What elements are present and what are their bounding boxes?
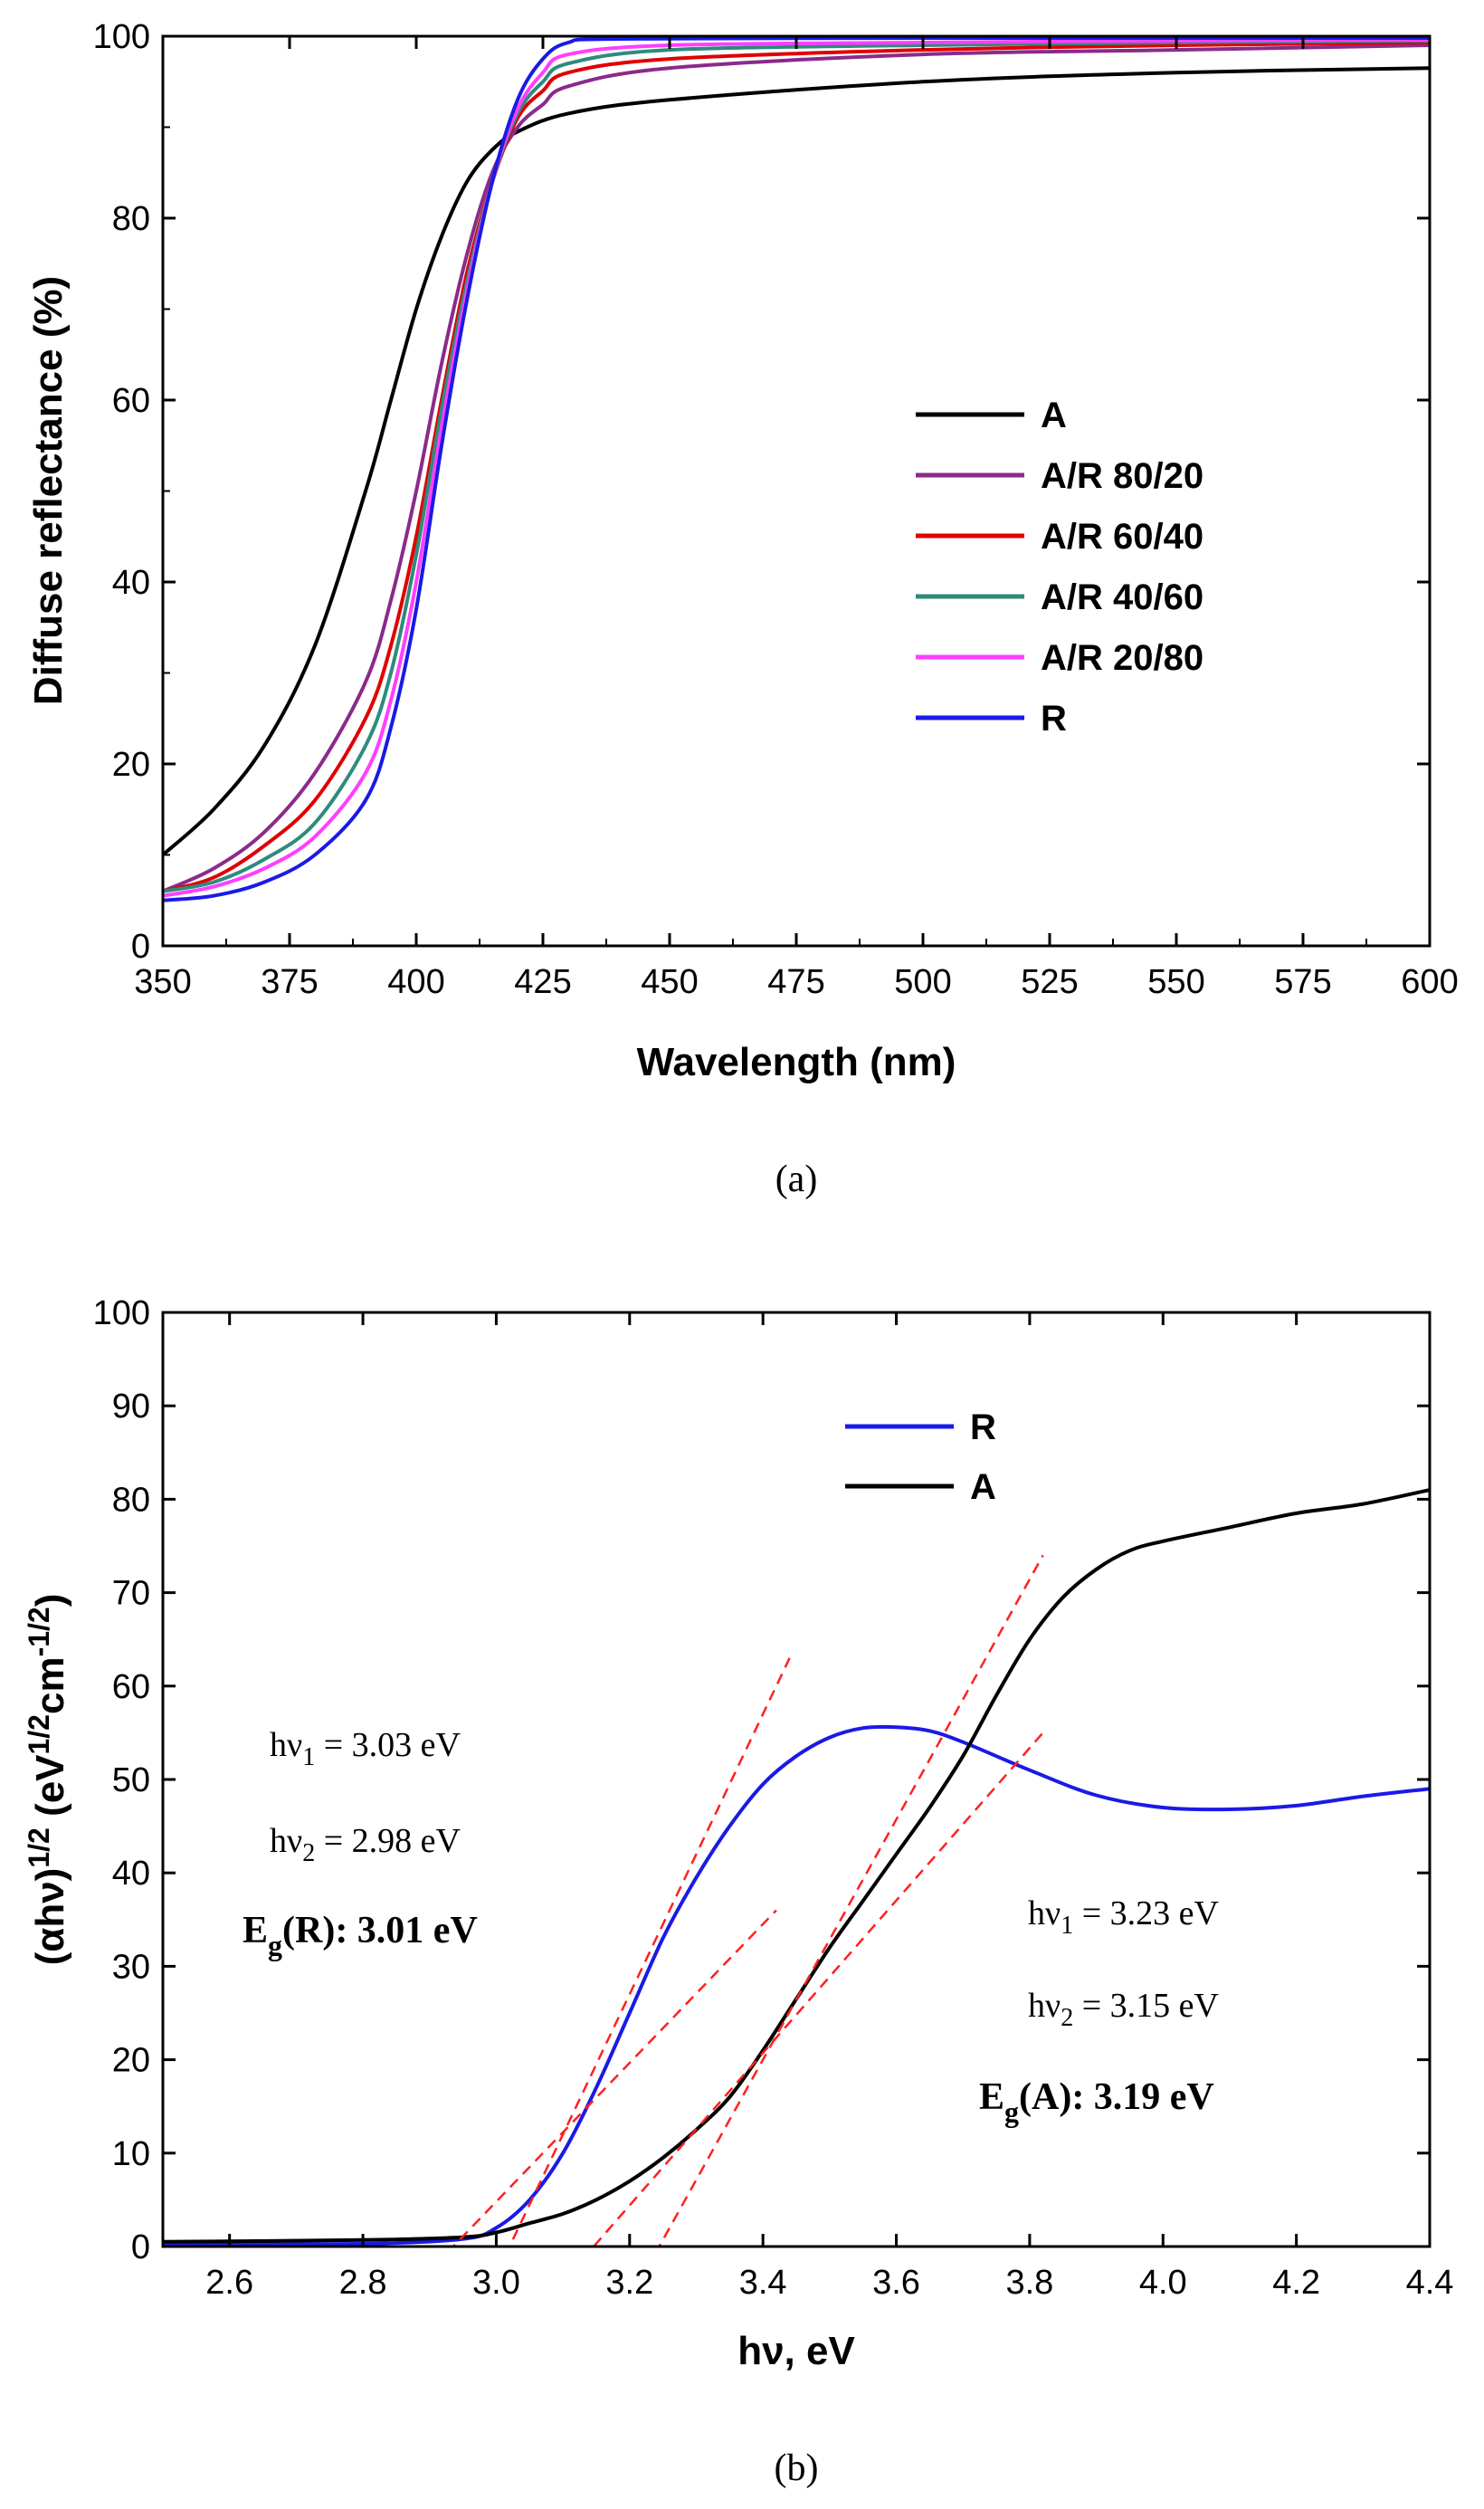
- y-tick-label: 90: [112, 1388, 150, 1426]
- chart-a-legend: A A/R 80/20 A/R 60/40 A/R 40/60 A/R 20/80 R: [916, 396, 1203, 739]
- series-line-r: [163, 1724, 1430, 2247]
- y-tick-label: 10: [112, 2135, 150, 2173]
- chart-a-xlabel: Wavelength (nm): [637, 1040, 956, 1084]
- y-tick-label: 80: [112, 1481, 150, 1519]
- x-tick-label: 550: [1147, 963, 1204, 1001]
- chart-a-caption: (a): [775, 1159, 818, 1200]
- chart-b-legend: RA: [845, 1407, 996, 1507]
- chart-b-plot-frame: [161, 1311, 1432, 2248]
- legend-label: R: [970, 1407, 996, 1447]
- legend-label: R: [1041, 699, 1067, 739]
- ylabel-part: (αhν): [28, 1868, 72, 1966]
- x-tick-label: 4.0: [1139, 2264, 1187, 2302]
- y-tick-label: 0: [131, 2228, 150, 2266]
- legend-label: A/R 20/80: [1041, 638, 1203, 678]
- annotation-r-hv2: hν2 = 2.98 eV: [270, 1822, 461, 1867]
- x-tick-label: 525: [1021, 963, 1078, 1001]
- y-tick-label: 0: [131, 928, 150, 966]
- legend-label: A: [1041, 396, 1067, 435]
- x-tick-label: 350: [134, 963, 191, 1001]
- tangent-A-1: [592, 1731, 1044, 2247]
- x-tick-label: 450: [641, 963, 698, 1001]
- chart-b: 2.6 2.8 3.0 3.2 3.4 3.6 3.8 4.0 4.2 4.4 0 10 20 30 40 5…: [23, 1294, 1453, 2489]
- series-line-r: [163, 36, 1430, 902]
- x-tick-label: 3.6: [872, 2264, 920, 2302]
- annotation-a-hv2: hν2 = 3.15 eV: [1028, 1987, 1219, 2032]
- x-tick-label: 600: [1401, 963, 1458, 1001]
- chart-b-caption: (b): [775, 2447, 819, 2489]
- tangent-A-2: [658, 1554, 1044, 2247]
- ylabel-part: ): [28, 1594, 72, 1607]
- y-tick-label: 20: [112, 746, 150, 784]
- chart-a-ylabel: Diffuse reflectance (%): [26, 276, 71, 705]
- ylabel-sup: 1/2: [23, 1714, 55, 1754]
- legend-label: A/R 80/20: [1041, 456, 1203, 496]
- series-line-a: [163, 1488, 1430, 2244]
- chart-b-xlabel: hν, eV: [737, 2329, 855, 2373]
- annotation-a-eg: Eg(A): 3.19 eV: [979, 2076, 1214, 2128]
- x-tick-label: 375: [261, 963, 318, 1001]
- ylabel-sup: -1/2: [23, 1607, 55, 1656]
- annotation-a-hv1: hν1 = 3.23 eV: [1028, 1894, 1219, 1940]
- legend-label: A/R 60/40: [1041, 517, 1203, 557]
- series-line-a: [163, 66, 1430, 856]
- chart-a: 350 375 400 425 450 475 500 525 550 575 600 0 20 40 60…: [26, 18, 1459, 1200]
- annotation-r-hv1: hν1 = 3.03 eV: [270, 1726, 461, 1771]
- x-tick-label: 3.8: [1005, 2264, 1053, 2302]
- legend-label: A: [970, 1467, 996, 1507]
- x-tick-label: 3.2: [605, 2264, 653, 2302]
- y-tick-label: 80: [112, 200, 150, 238]
- x-tick-label: 3.4: [739, 2264, 787, 2302]
- tangent-R-1: [508, 1657, 791, 2247]
- y-tick-label: 100: [93, 18, 150, 56]
- y-tick-label: 60: [112, 382, 150, 420]
- x-tick-label: 4.4: [1406, 2264, 1454, 2302]
- y-tick-label: 40: [112, 564, 150, 602]
- x-tick-label: 475: [767, 963, 824, 1001]
- x-tick-label: 400: [387, 963, 444, 1001]
- tangent-R-2: [452, 1909, 777, 2247]
- x-tick-label: 3.0: [472, 2264, 520, 2302]
- y-tick-label: 50: [112, 1761, 150, 1799]
- series-line-a-r-80-20: [163, 43, 1430, 893]
- y-tick-label: 100: [93, 1294, 150, 1332]
- y-tick-label: 40: [112, 1855, 150, 1893]
- ylabel-part: (eV: [28, 1754, 72, 1827]
- x-tick-label: 2.6: [205, 2264, 253, 2302]
- chart-b-ylabel: (αhν)1/2 (eV1/2cm-1/2): [23, 1594, 72, 1966]
- x-tick-label: 4.2: [1272, 2264, 1320, 2302]
- series-line-a-r-40-60: [163, 39, 1430, 893]
- x-tick-label: 500: [894, 963, 951, 1001]
- ylabel-sup: 1/2: [23, 1827, 55, 1867]
- x-tick-label: 425: [514, 963, 571, 1001]
- x-tick-label: 2.8: [339, 2264, 387, 2302]
- ylabel-part: cm: [28, 1656, 72, 1714]
- annotation-r-eg: Eg(R): 3.01 eV: [243, 1910, 478, 1961]
- series-line-a-r-60-40: [163, 41, 1430, 893]
- x-tick-label: 575: [1274, 963, 1331, 1001]
- y-tick-label: 20: [112, 2042, 150, 2080]
- y-tick-label: 30: [112, 1948, 150, 1986]
- legend-label: A/R 40/60: [1041, 577, 1203, 617]
- y-tick-label: 60: [112, 1668, 150, 1706]
- chart-a-plot-frame: [161, 34, 1432, 948]
- y-tick-label: 70: [112, 1575, 150, 1613]
